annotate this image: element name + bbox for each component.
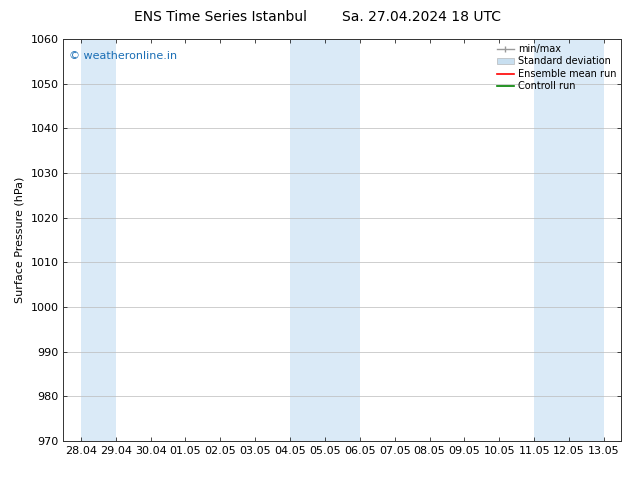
Legend: min/max, Standard deviation, Ensemble mean run, Controll run: min/max, Standard deviation, Ensemble me…	[495, 42, 618, 93]
Bar	[81, 39, 116, 441]
Bar	[534, 39, 604, 441]
Bar	[290, 39, 359, 441]
Text: © weatheronline.in: © weatheronline.in	[69, 51, 177, 61]
Y-axis label: Surface Pressure (hPa): Surface Pressure (hPa)	[15, 177, 25, 303]
Text: ENS Time Series Istanbul        Sa. 27.04.2024 18 UTC: ENS Time Series Istanbul Sa. 27.04.2024 …	[134, 10, 500, 24]
